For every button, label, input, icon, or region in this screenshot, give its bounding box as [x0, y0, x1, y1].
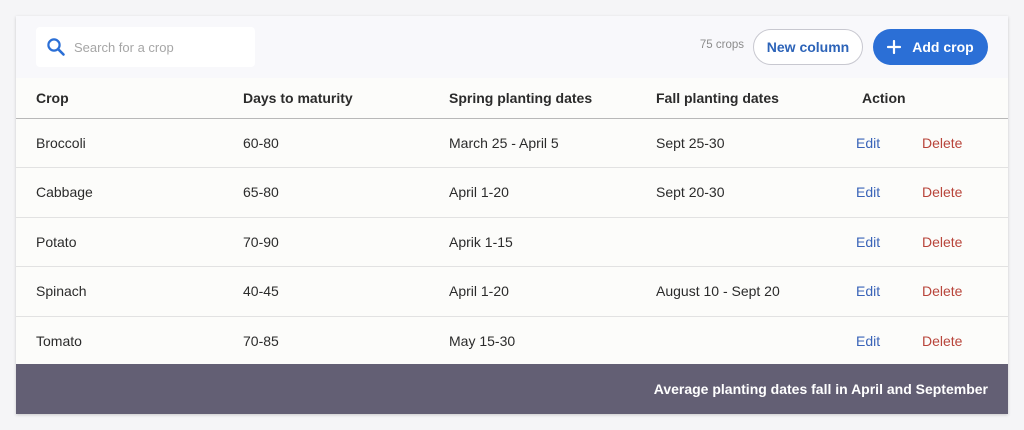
- delete-button[interactable]: Delete: [922, 217, 1008, 267]
- cell-spring: March 25 - April 5: [429, 118, 636, 168]
- add-crop-label: Add crop: [912, 39, 974, 55]
- cell-crop: Potato: [16, 217, 223, 267]
- edit-button[interactable]: Edit: [842, 118, 922, 168]
- cell-crop: Broccoli: [16, 118, 223, 168]
- table-row: Broccoli 60-80 March 25 - April 5 Sept 2…: [16, 118, 1008, 168]
- footer-summary-text: Average planting dates fall in April and…: [653, 381, 988, 397]
- search-icon: [47, 38, 65, 56]
- new-column-button[interactable]: New column: [753, 29, 863, 65]
- cell-crop: Cabbage: [16, 167, 223, 218]
- search-box[interactable]: [36, 27, 255, 67]
- table-row: Cabbage 65-80 April 1-20 Sept 20-30 Edit…: [16, 167, 1008, 218]
- cell-fall: Sept 25-30: [636, 118, 842, 168]
- cell-spring: May 15-30: [449, 333, 516, 349]
- header-fall-planting-dates[interactable]: Fall planting dates: [636, 78, 842, 119]
- cell-days: 60-80: [223, 118, 429, 168]
- cell-spring: April 1-20: [429, 167, 636, 218]
- crop-count: 75 crops: [699, 39, 744, 51]
- cell-days: 40-45: [223, 266, 429, 317]
- cell-fall: Sept 20-30: [636, 167, 842, 218]
- cell-days: 65-80: [223, 167, 429, 218]
- table-row: Potato 70-90 Aprik 1-15 Edit Delete: [16, 217, 1008, 267]
- header-action: Action: [842, 78, 1008, 119]
- cell-days: 70-85: [243, 333, 279, 349]
- new-column-label: New column: [766, 39, 850, 55]
- table-row: Tomato 70-85 May 15-30 Edit Delete: [16, 316, 1008, 366]
- header-crop[interactable]: Crop: [16, 78, 223, 119]
- edit-button[interactable]: Edit: [842, 217, 922, 267]
- cell-fall: [636, 217, 842, 267]
- cell-crop: Tomato: [36, 333, 82, 349]
- table-toolbar: 75 crops New column Add crop: [16, 16, 1008, 78]
- search-input[interactable]: [74, 27, 249, 67]
- plus-icon: [887, 40, 902, 54]
- delete-button[interactable]: Delete: [922, 118, 1008, 168]
- header-days-to-maturity[interactable]: Days to maturity: [223, 78, 429, 119]
- crop-table-card: 75 crops New column Add crop Crop: [16, 16, 1008, 414]
- delete-button[interactable]: Delete: [922, 333, 963, 349]
- cell-spring: April 1-20: [429, 266, 636, 317]
- cell-crop: Spinach: [16, 266, 223, 317]
- delete-button[interactable]: Delete: [922, 167, 1008, 218]
- edit-button[interactable]: Edit: [842, 167, 922, 218]
- edit-button[interactable]: Edit: [856, 333, 881, 349]
- crop-table: Crop Days to maturity Spring planting da…: [16, 78, 1008, 366]
- table-row: Spinach 40-45 April 1-20 August 10 - Sep…: [16, 266, 1008, 317]
- delete-button[interactable]: Delete: [922, 266, 1008, 317]
- cell-fall: [636, 316, 842, 366]
- cell-fall: August 10 - Sept 20: [636, 266, 842, 317]
- add-crop-button[interactable]: Add crop: [873, 29, 988, 65]
- edit-button[interactable]: Edit: [842, 266, 922, 317]
- table-footer: Average planting dates fall in April and…: [16, 364, 1008, 414]
- cell-spring: Aprik 1-15: [429, 217, 636, 267]
- header-spring-planting-dates[interactable]: Spring planting dates: [429, 78, 636, 119]
- table-header-row: Crop Days to maturity Spring planting da…: [16, 78, 1008, 119]
- cell-days: 70-90: [223, 217, 429, 267]
